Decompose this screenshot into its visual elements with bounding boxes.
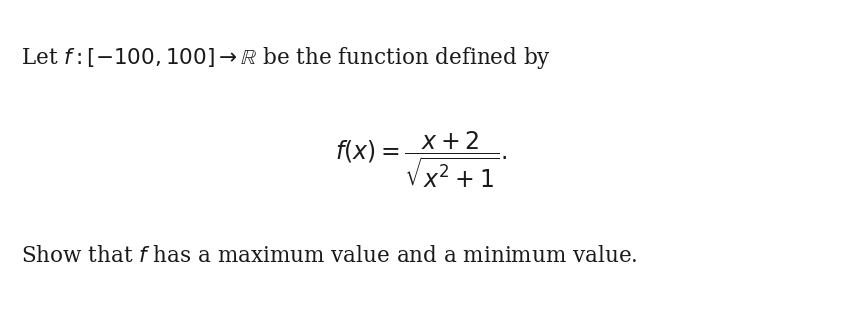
Text: $f(x) = \dfrac{x + 2}{\sqrt{x^2 + 1}}.$: $f(x) = \dfrac{x + 2}{\sqrt{x^2 + 1}}.$ [335,130,507,190]
Text: Let $f : [-100, 100] \rightarrow \mathbb{R}$ be the function defined by: Let $f : [-100, 100] \rightarrow \mathbb… [21,44,552,71]
Text: Show that $f$ has a maximum value and a minimum value.: Show that $f$ has a maximum value and a … [21,245,637,267]
